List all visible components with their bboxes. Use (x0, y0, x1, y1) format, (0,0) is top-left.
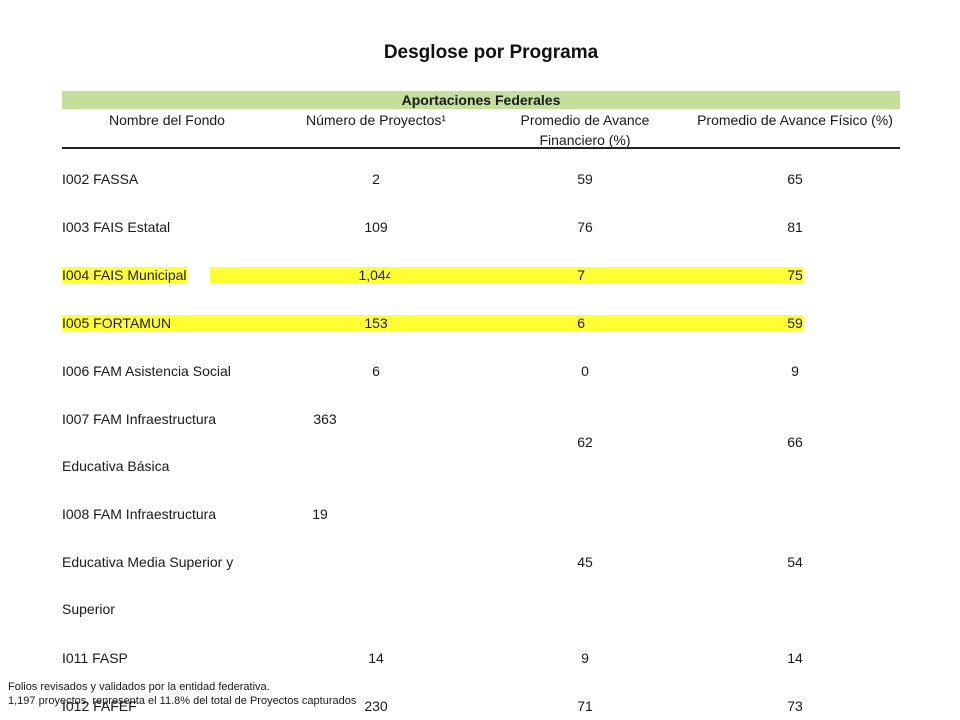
cell-fisico: 81 (787, 219, 803, 235)
group-header: Aportaciones Federales (62, 91, 900, 109)
highlight-fill (585, 267, 795, 283)
cell-financiero: 76 (577, 219, 593, 235)
cell-fondo: I005 FORTAMUN (62, 315, 172, 331)
cell-fondo-line: Educativa Media Superior y (62, 554, 234, 570)
cell-financiero: 0 (581, 363, 589, 379)
cell-fisico: 9 (791, 363, 799, 379)
highlight-fill (390, 267, 585, 283)
highlight-fill (585, 315, 795, 331)
header-divider (62, 147, 900, 149)
footnote: Folios revisados y validados por la enti… (8, 681, 270, 694)
footnote: 1,197 proyectos, representa el 11.8% del… (8, 695, 357, 707)
cell-fondo: I002 FASSA (62, 171, 139, 187)
cell-proyectos: 109 (364, 219, 388, 235)
cell-financiero: 62 (577, 434, 593, 450)
cell-proyectos: 2 (372, 171, 380, 187)
cell-fisico: 54 (787, 554, 803, 570)
cell-fondo-text: I005 FORTAMUN (62, 315, 172, 331)
cell-fondo-line: I008 FAM Infraestructura (62, 506, 217, 522)
cell-proyectos: 1,044 (272, 267, 480, 283)
cell-financiero: 71 (577, 698, 593, 714)
cell-fondo-text: I004 FAIS Municipal (62, 267, 187, 283)
cell-financiero: 59 (577, 171, 593, 187)
column-header-fisico: Promedio de Avance Físico (%) (697, 112, 893, 128)
cell-proyectos: 6 (372, 363, 380, 379)
cell-fondo-line: Educativa Básica (62, 458, 170, 474)
cell-proyectos-text: 153 (364, 315, 388, 331)
cell-fondo-line: I007 FAM Infraestructura (62, 411, 217, 427)
cell-proyectos: 19 (312, 506, 328, 522)
cell-proyectos: 153 (272, 315, 480, 331)
column-header-fondo: Nombre del Fondo (109, 112, 225, 128)
cell-financiero: 9 (581, 650, 589, 666)
highlight-fill (390, 315, 585, 331)
cell-fondo: I004 FAIS Municipal (62, 267, 187, 283)
cell-proyectos-text: 1,044 (358, 267, 394, 283)
highlight-fill (210, 267, 272, 283)
cell-fondo: I003 FAIS Estatal (62, 219, 171, 235)
cell-fondo: I012 FAFEF (62, 698, 137, 714)
cell-fisico: 59 (690, 315, 900, 331)
cell-financiero: 45 (577, 554, 593, 570)
page-title: Desglose por Programa (383, 42, 599, 63)
cell-proyectos: 14 (368, 650, 384, 666)
column-header-financiero: Promedio de Avance Financiero (%) (520, 112, 650, 148)
cell-proyectos: 363 (313, 411, 337, 427)
cell-fondo: I006 FAM Asistencia Social (62, 363, 231, 379)
cell-fisico-text: 75 (787, 267, 803, 283)
cell-proyectos: 230 (364, 698, 388, 714)
cell-fondo-line: Superior (62, 601, 115, 617)
cell-fisico: 75 (690, 267, 900, 283)
cell-fisico: 14 (787, 650, 803, 666)
highlight-fill (190, 315, 390, 331)
cell-fisico: 65 (787, 171, 803, 187)
cell-fondo: I011 FASP (62, 650, 128, 666)
cell-fisico: 66 (787, 434, 803, 450)
cell-fisico-text: 59 (787, 315, 803, 331)
column-header-proyectos: Número de Proyectos¹ (305, 112, 447, 128)
cell-fisico: 73 (787, 698, 803, 714)
